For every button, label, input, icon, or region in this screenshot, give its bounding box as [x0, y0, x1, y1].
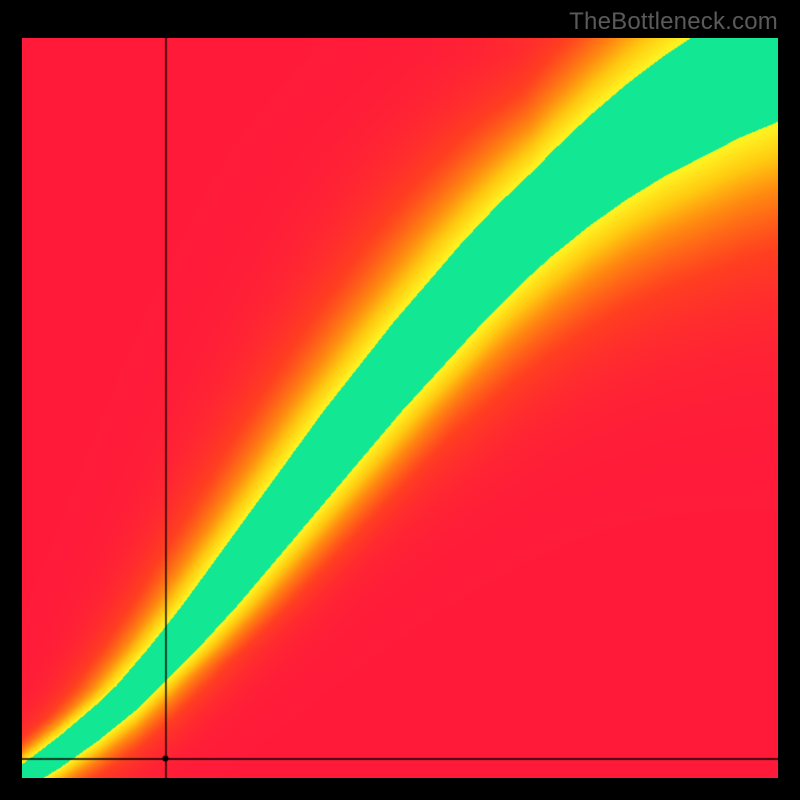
heatmap-canvas-wrap — [22, 38, 778, 778]
watermark-label: TheBottleneck.com — [569, 8, 778, 36]
heatmap-canvas — [22, 38, 778, 778]
chart-container: TheBottleneck.com — [0, 0, 800, 800]
